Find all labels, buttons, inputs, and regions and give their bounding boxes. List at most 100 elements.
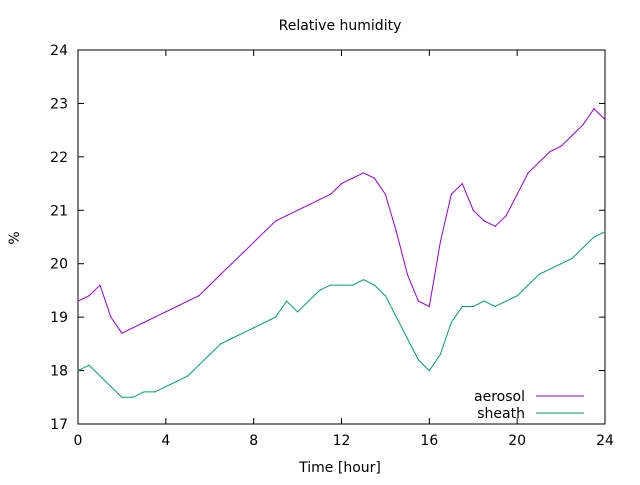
- data-point-aerosol: [582, 124, 584, 126]
- data-point-aerosol: [121, 332, 123, 334]
- x-tick-label: 0: [74, 433, 83, 449]
- data-point-aerosol: [439, 241, 441, 243]
- data-series: [77, 108, 606, 398]
- y-tick-label: 22: [50, 150, 68, 166]
- data-point-sheath: [406, 337, 408, 340]
- data-point-sheath: [220, 343, 222, 345]
- y-tick-label: 17: [50, 417, 68, 433]
- data-point-aerosol: [494, 225, 496, 227]
- data-point-aerosol: [516, 193, 518, 195]
- data-point-aerosol: [143, 321, 145, 324]
- legend-label-aerosol: aerosol: [474, 389, 525, 405]
- data-point-aerosol: [88, 295, 90, 297]
- series-line-sheath: [77, 231, 606, 398]
- data-point-sheath: [395, 316, 397, 318]
- data-point-sheath: [176, 380, 178, 382]
- data-point-sheath: [286, 300, 288, 302]
- y-tick-label: 18: [50, 364, 68, 380]
- data-point-sheath: [571, 257, 573, 259]
- data-point-sheath: [527, 284, 529, 286]
- data-point-sheath: [318, 289, 321, 292]
- data-point-aerosol: [264, 231, 266, 233]
- data-point-aerosol: [253, 241, 255, 243]
- y-tick-label: 19: [50, 310, 68, 326]
- data-point-aerosol: [77, 300, 79, 302]
- data-point-aerosol: [110, 316, 112, 318]
- data-point-aerosol: [329, 193, 332, 195]
- data-point-aerosol: [395, 231, 397, 233]
- data-point-sheath: [253, 327, 255, 329]
- chart-title: Relative humidity: [279, 18, 402, 34]
- data-point-aerosol: [242, 252, 244, 254]
- data-point-aerosol: [527, 172, 529, 174]
- data-point-sheath: [428, 369, 430, 372]
- data-point-aerosol: [154, 316, 156, 318]
- data-point-sheath: [362, 279, 365, 281]
- data-point-aerosol: [593, 108, 595, 110]
- y-tick-label: 20: [50, 257, 68, 273]
- data-point-sheath: [439, 353, 441, 356]
- data-point-sheath: [604, 231, 606, 233]
- y-axis-label: %: [7, 231, 23, 244]
- data-point-aerosol: [318, 199, 321, 201]
- y-tick-label: 24: [50, 43, 68, 59]
- data-point-aerosol: [505, 215, 507, 217]
- data-point-sheath: [483, 300, 485, 302]
- data-point-aerosol: [549, 150, 551, 153]
- x-tick-label: 4: [161, 433, 170, 449]
- data-point-sheath: [132, 396, 134, 398]
- data-point-aerosol: [231, 263, 233, 265]
- data-point-aerosol: [209, 284, 211, 286]
- data-point-sheath: [329, 284, 332, 286]
- data-point-sheath: [593, 236, 595, 238]
- data-point-sheath: [99, 375, 101, 377]
- data-point-aerosol: [176, 305, 178, 308]
- data-point-sheath: [231, 337, 233, 340]
- data-point-sheath: [307, 300, 310, 302]
- data-point-aerosol: [296, 209, 299, 211]
- data-point-sheath: [373, 284, 376, 286]
- data-point-aerosol: [307, 204, 310, 206]
- y-tick-label: 21: [50, 203, 68, 219]
- data-point-aerosol: [417, 300, 419, 302]
- data-point-aerosol: [472, 209, 474, 211]
- data-point-aerosol: [560, 145, 562, 147]
- data-point-sheath: [450, 321, 452, 324]
- data-point-sheath: [296, 311, 299, 313]
- data-point-aerosol: [571, 134, 573, 137]
- data-point-aerosol: [286, 215, 288, 217]
- x-tick-label: 16: [420, 433, 438, 449]
- data-point-aerosol: [198, 295, 200, 297]
- data-point-sheath: [242, 332, 244, 334]
- data-point-sheath: [582, 247, 584, 249]
- data-point-sheath: [494, 305, 496, 308]
- data-point-sheath: [88, 364, 90, 366]
- data-point-aerosol: [461, 182, 463, 185]
- x-axis-label: Time [hour]: [298, 460, 381, 476]
- data-point-sheath: [121, 396, 123, 398]
- data-point-sheath: [516, 295, 518, 297]
- data-point-aerosol: [187, 300, 189, 302]
- series-line-aerosol: [77, 108, 606, 334]
- plot-area-frame: [77, 49, 606, 425]
- legend-label-sheath: sheath: [477, 406, 525, 422]
- data-point-aerosol: [373, 177, 376, 179]
- data-point-sheath: [549, 268, 551, 270]
- data-point-sheath: [340, 284, 343, 286]
- data-point-aerosol: [132, 327, 134, 329]
- data-point-aerosol: [450, 193, 452, 195]
- data-point-sheath: [198, 364, 200, 366]
- y-tick-label: 23: [50, 96, 68, 112]
- data-point-sheath: [187, 375, 189, 377]
- data-point-sheath: [275, 316, 277, 318]
- data-point-sheath: [154, 391, 156, 393]
- data-point-aerosol: [220, 273, 222, 275]
- data-point-sheath: [264, 321, 266, 324]
- data-point-sheath: [110, 386, 112, 388]
- data-point-aerosol: [483, 220, 485, 222]
- data-point-aerosol: [406, 273, 408, 275]
- x-tick-label: 24: [596, 433, 614, 449]
- data-point-sheath: [77, 369, 79, 372]
